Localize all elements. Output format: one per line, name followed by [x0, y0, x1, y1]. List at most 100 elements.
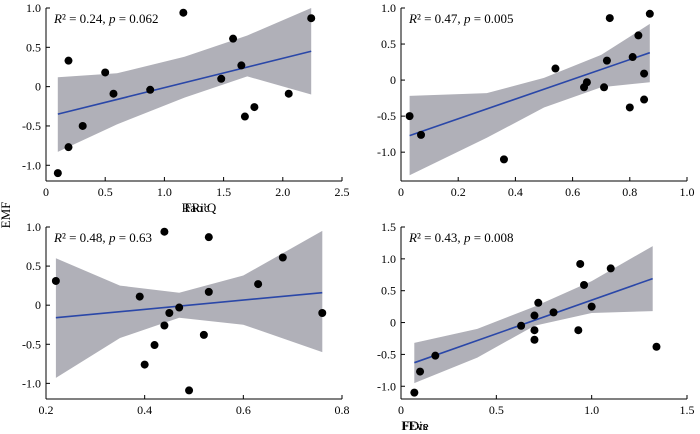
data-point [146, 85, 155, 94]
data-point [307, 14, 316, 23]
confidence-band [409, 23, 650, 176]
x-tick-label: 0.2 [451, 185, 466, 199]
x-tick-label: 0.5 [98, 185, 113, 199]
y-tick-label: 1.0 [381, 1, 396, 15]
data-point [51, 276, 60, 285]
x-tick-label: 0.2 [39, 403, 54, 417]
y-tick-label: 0.5 [381, 37, 396, 51]
chart-panel-2: 0 0.2 0.4 0.6 0.8 1.0 -1.0 -0.5 0 0.5 1.0 FRic R² = … [184, 1, 694, 215]
data-point [551, 64, 560, 73]
y-tick-label: 0 [390, 316, 396, 330]
y-tick-label: -1.0 [377, 145, 396, 159]
x-axis-title: FRic [184, 200, 210, 215]
data-point [140, 360, 149, 369]
data-point [640, 95, 649, 104]
y-tick-label: -1.0 [22, 158, 41, 172]
data-point [229, 34, 238, 43]
data-point [530, 311, 539, 320]
data-point [606, 264, 615, 273]
y-tick-label: -1.0 [22, 376, 41, 390]
data-point [278, 253, 287, 262]
x-tick-label: 0 [43, 185, 49, 199]
fit-line [55, 291, 323, 319]
data-point [109, 89, 118, 98]
data-point [605, 14, 614, 23]
data-point [199, 330, 208, 339]
y-tick-label: 0.5 [26, 40, 41, 54]
y-tick-label: 1.5 [381, 220, 396, 234]
data-point [530, 326, 539, 335]
y-tick-label: 1.0 [26, 220, 41, 234]
data-point [405, 112, 414, 121]
x-tick-label: 0 [398, 403, 404, 417]
stats-annotation: R² = 0.48, p = 0.63 [53, 230, 152, 245]
x-tick-label: 0 [398, 185, 404, 199]
chart-panel-1: 0 0.5 1.0 1.5 2.0 2.5 -1.0 -0.5 0 0.5 1.0 Rao’Q R² =… [22, 1, 350, 215]
fit-line [409, 51, 651, 137]
x-tick-label: 1.5 [680, 403, 695, 417]
data-point [185, 386, 194, 395]
data-point [165, 309, 174, 317]
x-tick-label: 1.5 [216, 185, 231, 199]
data-point [576, 259, 585, 268]
x-tick-label: 1.0 [680, 185, 695, 199]
data-point [150, 341, 159, 350]
y-tick-label: 0 [390, 73, 396, 87]
y-tick-label: -0.5 [377, 109, 396, 123]
x-axis-title: Rao’Q [182, 200, 217, 215]
panels: 0 0.5 1.0 1.5 2.0 2.5 -1.0 -0.5 0 0.5 1.0 Rao’Q R² =… [22, 1, 695, 433]
data-point [645, 9, 654, 18]
data-point [237, 61, 246, 70]
y-tick-label: -0.5 [22, 337, 41, 351]
data-point [135, 292, 144, 301]
data-point [64, 143, 73, 152]
data-point [582, 78, 591, 87]
data-point [318, 309, 327, 317]
x-tick-label: 0.8 [335, 403, 350, 417]
data-point [574, 326, 583, 335]
data-point [175, 303, 184, 312]
x-tick-label: 2.0 [275, 185, 290, 199]
data-point [160, 227, 169, 236]
chart-panel-4: 0 0.5 1.0 1.5 -1.0 -0.5 0 0.5 1.0 1.5 FDis R² = 0.4… [377, 220, 695, 433]
data-point [417, 130, 426, 139]
shared-y-axis-label: EMF [0, 202, 13, 229]
stats-annotation: R² = 0.47, p = 0.005 [408, 11, 514, 26]
y-tick-label: -1.0 [377, 379, 396, 393]
data-point [517, 321, 526, 330]
data-point [160, 321, 169, 330]
x-tick-label: 1.0 [157, 185, 172, 199]
fit-line [414, 277, 653, 364]
data-point [78, 121, 87, 130]
data-point [534, 298, 543, 307]
data-point [204, 233, 213, 242]
y-tick-label: 0 [35, 298, 41, 312]
data-point [240, 112, 249, 121]
data-point [499, 155, 508, 164]
confidence-band [57, 8, 312, 152]
data-point [431, 351, 440, 360]
data-point [410, 388, 419, 397]
y-tick-label: -0.5 [377, 347, 396, 361]
data-point [530, 335, 539, 344]
data-point [284, 89, 293, 98]
data-point [217, 74, 226, 83]
data-point [179, 8, 188, 17]
x-axis-title: FEve [401, 418, 429, 433]
x-tick-label: 0.4 [508, 185, 523, 199]
y-tick-label: 0.5 [26, 259, 41, 273]
y-tick-label: 0 [35, 80, 41, 94]
y-tick-label: -0.5 [22, 119, 41, 133]
x-tick-label: 0.4 [137, 403, 152, 417]
stats-annotation: R² = 0.43, p = 0.008 [408, 230, 514, 245]
data-point [101, 68, 110, 77]
y-tick-label: 0.5 [381, 284, 396, 298]
stats-annotation: R² = 0.24, p = 0.062 [53, 11, 159, 26]
x-axis-title: FDis [402, 418, 427, 433]
chart-panel-3: 0.2 0.4 0.6 0.8 -1.0 -0.5 0 0.5 1.0 FEve R² = 0.48… [22, 220, 429, 433]
y-tick-label: 1.0 [381, 252, 396, 266]
data-point [254, 280, 263, 289]
data-point [416, 367, 425, 376]
data-point [634, 31, 643, 40]
